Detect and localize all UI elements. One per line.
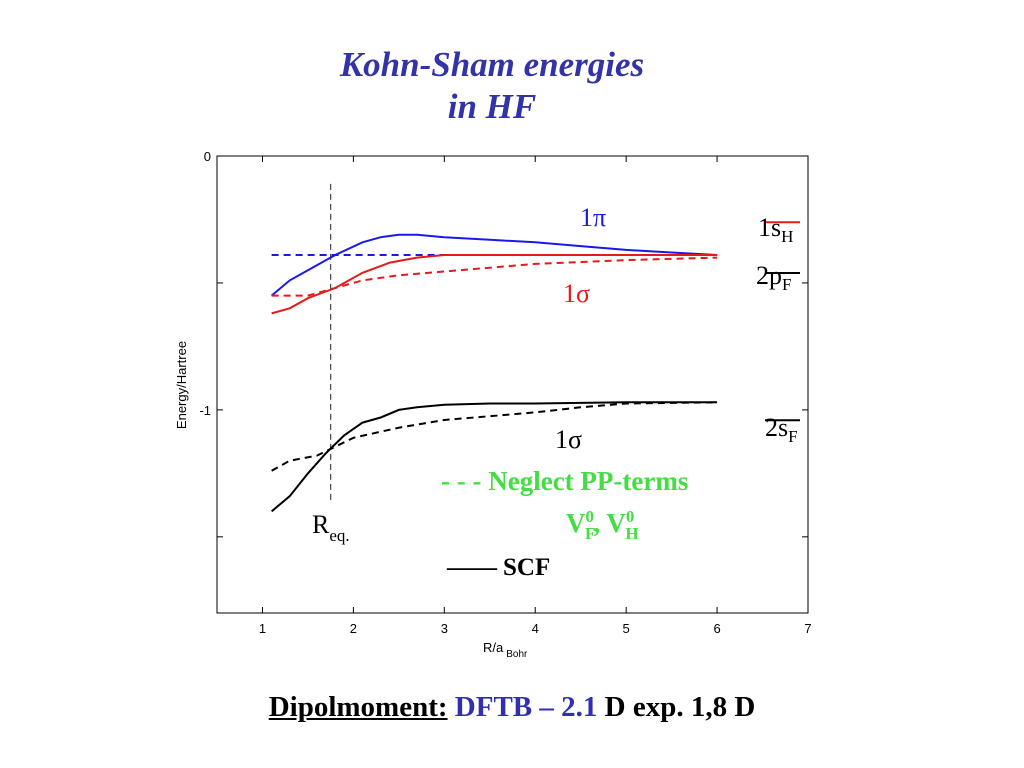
y-tick-label: -1 <box>199 403 211 418</box>
series-line-3-dashed <box>271 256 718 297</box>
v0-note: V0 F, V0 H <box>566 507 639 543</box>
axes: 1 2 3 4 5 6 7 0 -1 <box>199 149 811 636</box>
series-line-5-dashed <box>271 401 718 472</box>
slide-title: Kohn-Sham energies in HF <box>0 44 984 128</box>
energy-chart: 1 2 3 4 5 6 70-1 Energy/Hartree R/a Bohr 1π 1σ … <box>174 149 812 660</box>
x-tick-label: 2 <box>350 621 357 636</box>
level-1s-main: 1s <box>758 213 781 242</box>
title-line-1: Kohn-Sham energies <box>339 45 645 84</box>
x-tick-label: 7 <box>804 621 811 636</box>
level-1s-label: 1sH <box>758 213 793 246</box>
level-1s-sub: H <box>781 227 793 246</box>
sigma-black-label: 1σ <box>555 425 582 454</box>
series-line-4-solid <box>270 401 718 513</box>
req-label-main: R <box>312 510 330 539</box>
dipole-label: Dipolmoment: <box>268 691 448 723</box>
neglect-note: - - - Neglect PP-terms <box>441 466 688 496</box>
v0-main: V <box>566 508 586 538</box>
exp-value: D exp. 1,8 D <box>597 691 756 723</box>
title-line-2: in HF <box>447 87 537 126</box>
level-2p-label: 2pF <box>756 261 791 294</box>
scf-line: —— <box>446 554 498 581</box>
series-line-0-solid <box>270 233 718 297</box>
x-tick-label: 6 <box>713 621 720 636</box>
level-2s-sub: F <box>788 427 797 446</box>
level-2s-main: 2s <box>765 413 788 442</box>
x-tick-label: 3 <box>441 621 448 636</box>
plot-frame <box>216 155 809 614</box>
x-axis-label-sub: Bohr <box>506 649 528 660</box>
dipole-footer: Dipolmoment: DFTB – 2.1 D exp. 1,8 D <box>0 691 1024 724</box>
req-label-sub: eq. <box>329 526 349 545</box>
v0-sup-h: 0 <box>626 507 635 526</box>
pi-label: 1π <box>580 203 606 232</box>
level-2p-main: 2p <box>756 261 782 290</box>
y-tick-label: 0 <box>204 149 211 164</box>
v0-sep: , V <box>593 508 626 538</box>
v0-sup-f: 0 <box>586 507 595 526</box>
v0-sub-f: F <box>585 524 595 543</box>
curves <box>270 221 800 513</box>
v0-sub-h: H <box>625 524 638 543</box>
x-tick-label: 5 <box>623 621 630 636</box>
x-tick-label: 4 <box>532 621 539 636</box>
scf-note: —— SCF <box>446 554 550 581</box>
y-axis-label: Energy/Hartree <box>174 341 189 429</box>
x-axis-label-main: R/a <box>483 640 504 655</box>
req-label: Req. <box>312 510 350 545</box>
level-2p-sub: F <box>782 275 791 294</box>
scf-label: SCF <box>503 554 550 581</box>
x-axis-label: R/a Bohr <box>483 640 528 660</box>
x-tick-label: 1 <box>259 621 266 636</box>
dftb-value: DFTB – 2.1 <box>454 691 598 723</box>
sigma-red-label: 1σ <box>563 279 590 308</box>
level-2s-label: 2sF <box>765 413 798 446</box>
series-line-2-solid <box>271 254 718 315</box>
